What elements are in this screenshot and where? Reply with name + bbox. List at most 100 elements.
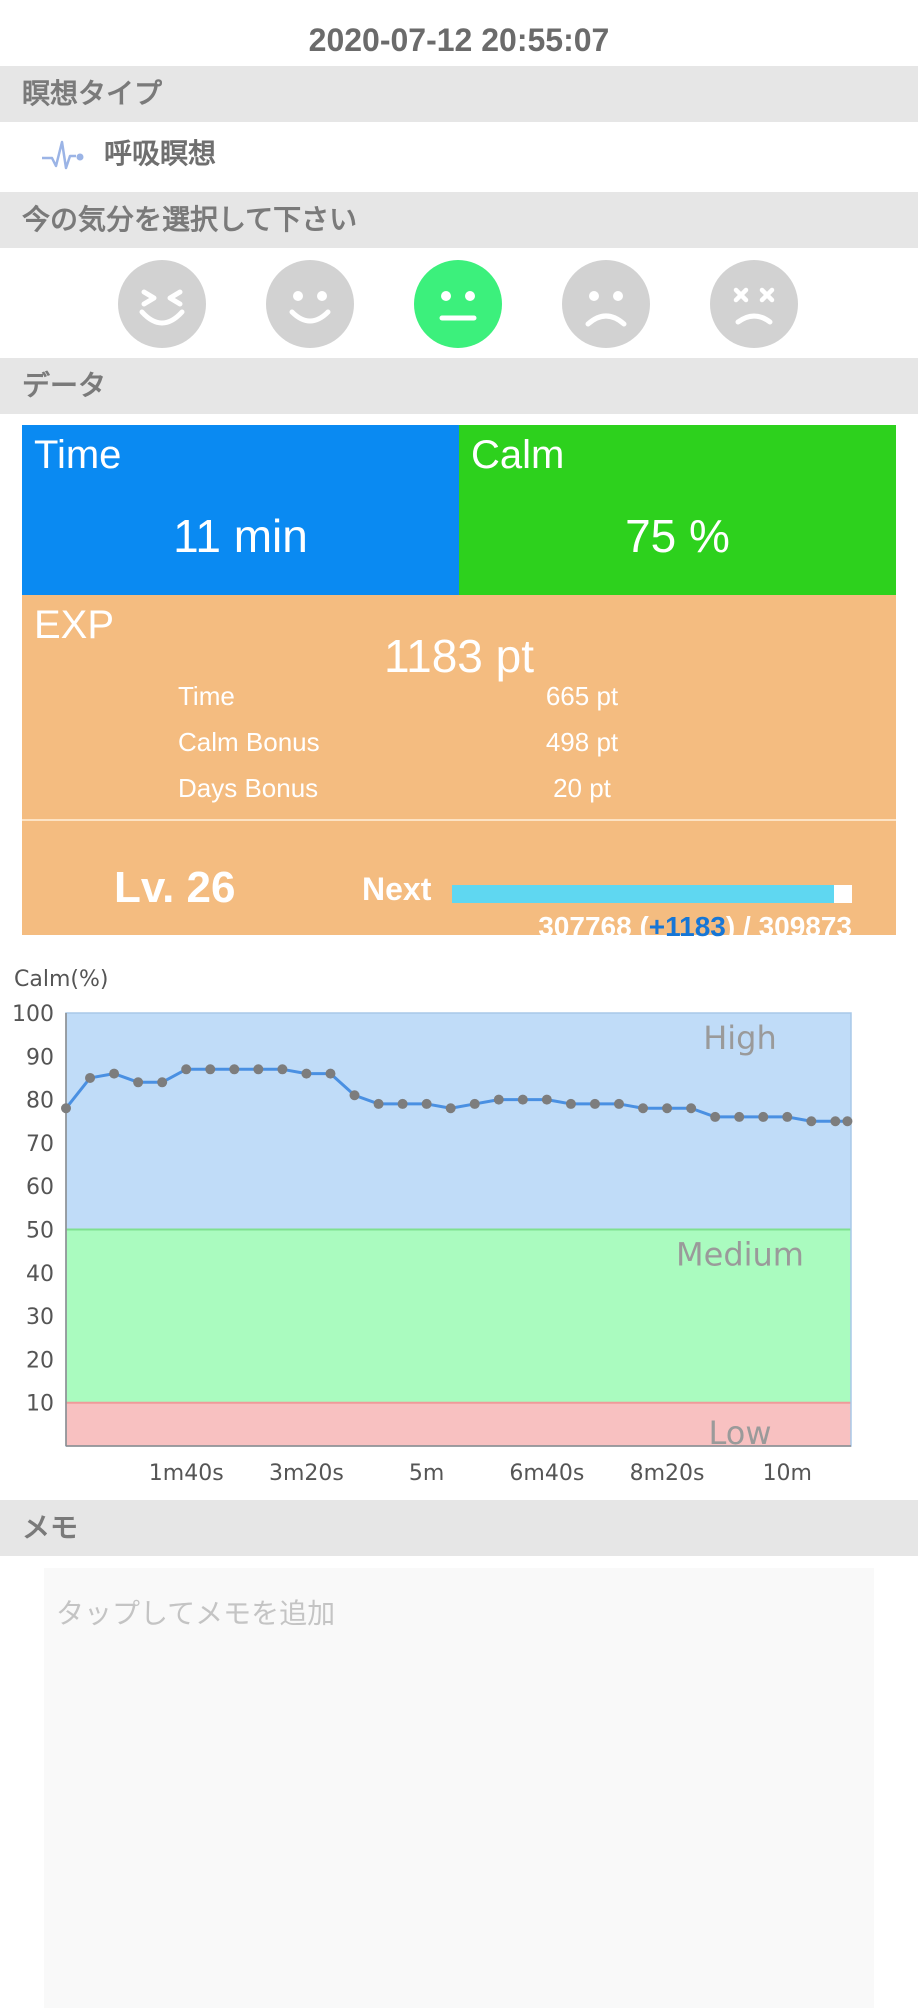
calm-data-point — [517, 1094, 528, 1105]
memo-placeholder: タップしてメモを追加 — [56, 1597, 336, 1630]
calm-data-point — [325, 1068, 336, 1079]
mood-smiling-button[interactable] — [266, 260, 354, 348]
level-current-exp: 307768 — [538, 911, 632, 942]
calm-data-point — [806, 1116, 817, 1127]
y-tick-label: 90 — [26, 1045, 54, 1070]
time-tile-title: Time — [34, 433, 122, 477]
calm-data-point — [181, 1064, 192, 1075]
mood-laughing-button[interactable] — [118, 260, 206, 348]
level-progress-fill — [452, 885, 834, 903]
calm-data-point — [301, 1068, 312, 1079]
calm-data-point — [842, 1116, 853, 1127]
level-target-exp: 309873 — [758, 911, 852, 942]
calm-tile: Calm 75 % — [459, 425, 896, 595]
time-tile-value: 11 min — [173, 510, 308, 562]
exp-row-label: Days Bonus — [178, 773, 319, 803]
y-tick-label: 20 — [26, 1348, 54, 1373]
calm-data-point — [541, 1094, 552, 1105]
mood-sad-button[interactable] — [562, 260, 650, 348]
y-tick-label: 100 — [12, 1002, 54, 1027]
level-progress-bar — [452, 885, 852, 903]
calm-data-point — [469, 1098, 480, 1109]
band-label-medium: Medium — [676, 1236, 804, 1274]
session-datetime: 2020-07-12 20:55:07 — [308, 22, 610, 58]
calm-data-point — [830, 1116, 841, 1127]
calm-data-point — [61, 1103, 71, 1114]
level-gained-exp: +1183 — [648, 911, 726, 942]
exp-total: 1183 pt — [383, 630, 535, 682]
band-label-high: High — [703, 1019, 777, 1057]
calm-data-point — [229, 1064, 240, 1075]
pulse-wave-icon — [42, 140, 84, 170]
session-stats: Time 11 min Calm 75 % EXP 1183 pt Time 6… — [22, 425, 896, 942]
y-tick-label: 60 — [26, 1175, 54, 1200]
exp-divider — [22, 819, 896, 821]
section-header-mood: 今の気分を選択して下さい — [0, 192, 918, 248]
calm-data-point — [445, 1103, 456, 1114]
mood-dizzy-button[interactable] — [710, 260, 798, 348]
x-tick-label: 10m — [763, 1461, 812, 1486]
calm-data-point — [734, 1111, 745, 1122]
meditation-type-label: 呼吸瞑想 — [104, 137, 217, 170]
calm-data-point — [613, 1098, 624, 1109]
calm-data-point — [782, 1111, 793, 1122]
section-header-type: 瞑想タイプ — [0, 66, 918, 122]
band-medium — [66, 1229, 851, 1403]
calm-data-point — [589, 1098, 600, 1109]
neutral-face-icon — [439, 291, 477, 321]
next-level-label: Next — [362, 871, 432, 907]
calm-data-point — [205, 1064, 216, 1075]
exp-row-value: 20 pt — [553, 773, 611, 803]
y-axis-label: Calm(%) — [14, 967, 108, 992]
calm-tile-title: Calm — [471, 433, 565, 477]
y-tick-label: 40 — [26, 1262, 54, 1287]
calm-data-point — [349, 1090, 360, 1101]
y-tick-label: 50 — [26, 1219, 54, 1244]
x-tick-label: 8m20s — [630, 1461, 705, 1486]
laughing-face-icon — [139, 289, 185, 326]
calm-data-point — [638, 1103, 649, 1114]
y-tick-label: 30 — [26, 1305, 54, 1330]
calm-data-point — [710, 1111, 721, 1122]
y-tick-label: 80 — [26, 1089, 54, 1114]
calm-data-point — [397, 1098, 408, 1109]
calm-data-point — [662, 1103, 673, 1114]
smiling-face-icon — [289, 291, 331, 324]
calm-data-point — [109, 1068, 120, 1079]
band-low — [66, 1402, 851, 1446]
calm-data-point — [157, 1077, 168, 1088]
calm-tile-value: 75 % — [625, 510, 730, 562]
calm-data-point — [758, 1111, 769, 1122]
meditation-type-row[interactable]: 呼吸瞑想 — [0, 122, 918, 192]
mood-selector — [0, 256, 918, 352]
exp-tile-title: EXP — [34, 603, 115, 647]
exp-row-value: 665 pt — [545, 681, 619, 711]
dizzy-face-icon — [733, 287, 775, 325]
exp-row-label: Calm Bonus — [178, 727, 320, 757]
calm-data-point — [686, 1103, 697, 1114]
sad-face-icon — [585, 291, 627, 327]
x-tick-label: 1m40s — [149, 1461, 224, 1486]
calm-data-point — [421, 1098, 432, 1109]
y-tick-label: 70 — [26, 1132, 54, 1157]
exp-row-value: 498 pt — [545, 727, 619, 757]
calm-data-point — [493, 1094, 504, 1105]
calm-data-point — [85, 1072, 96, 1083]
calm-data-point — [133, 1077, 144, 1088]
exp-row-label: Time — [178, 681, 235, 711]
level-label: Lv. 26 — [114, 863, 236, 912]
x-tick-label: 3m20s — [269, 1461, 344, 1486]
x-tick-label: 5m — [409, 1461, 444, 1486]
time-tile: Time 11 min — [22, 425, 459, 595]
calm-data-point — [565, 1098, 576, 1109]
x-tick-label: 6m40s — [509, 1461, 584, 1486]
section-header-data: データ — [0, 358, 918, 414]
calm-line-chart: HighMediumLowCalm(%)10203040506070809010… — [12, 967, 853, 1486]
calm-series-line — [64, 1067, 848, 1123]
calm-data-point — [373, 1098, 384, 1109]
mood-neutral-button[interactable] — [414, 260, 502, 348]
band-high — [66, 1013, 851, 1230]
memo-input[interactable]: タップしてメモを追加 — [44, 1568, 874, 2008]
level-progress-text: 307768 (+1183) / 309873 — [538, 911, 852, 942]
y-tick-label: 10 — [26, 1392, 54, 1417]
